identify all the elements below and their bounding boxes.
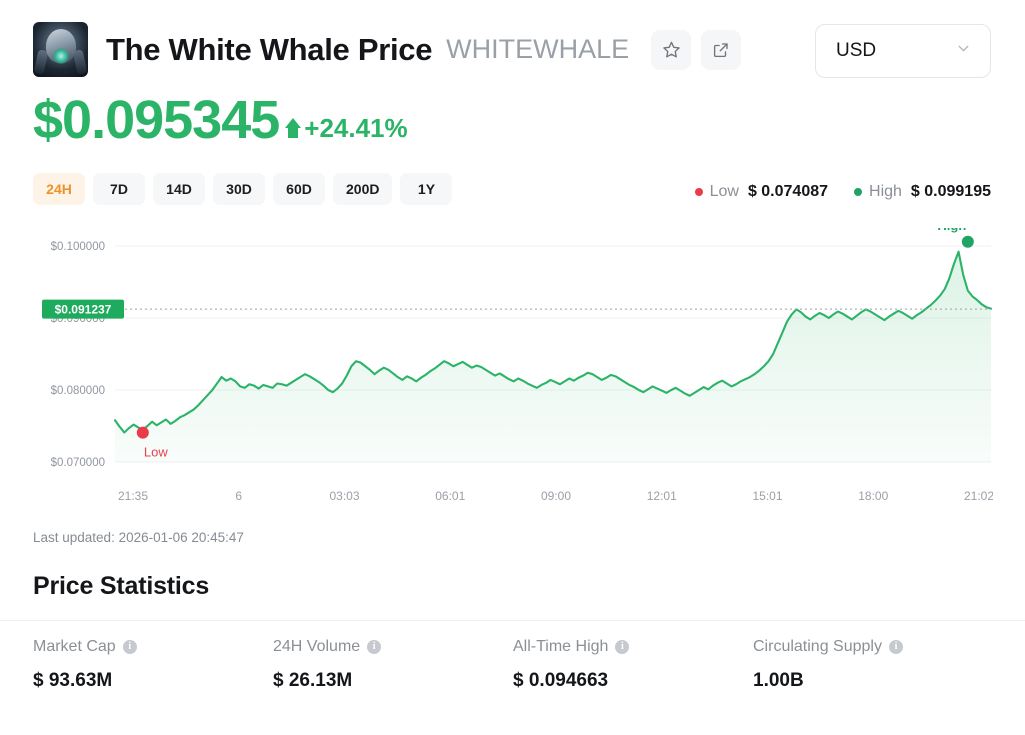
tab-14d[interactable]: 14D	[153, 173, 205, 205]
x-axis-tick: 18:00	[858, 489, 888, 503]
tab-30d[interactable]: 30D	[213, 173, 265, 205]
price-chart[interactable]: $0.100000$0.090000$0.080000$0.070000 币圈子…	[33, 228, 993, 520]
high-marker-label: High	[937, 228, 966, 233]
stat-value: $ 26.13M	[273, 670, 353, 691]
stat-24h-volume: 24H Volume i $ 26.13M	[273, 638, 513, 692]
tab-60d[interactable]: 60D	[273, 173, 325, 205]
y-axis-tick: $0.100000	[51, 241, 105, 253]
price-statistics-grid: Market Cap i $ 93.63M 24H Volume i $ 26.…	[33, 638, 993, 692]
currency-selector[interactable]: USD	[815, 24, 991, 78]
price-chart-svg[interactable]: $0.100000$0.090000$0.080000$0.070000 币圈子…	[33, 228, 993, 520]
stat-all-time-high: All-Time High i $ 0.094663	[513, 638, 753, 692]
current-price: $0.095345	[33, 90, 280, 150]
chart-line	[113, 250, 993, 434]
stat-label: Market Cap i	[33, 638, 273, 656]
price-block: $0.095345 +24.41%	[33, 93, 408, 147]
tab-1y[interactable]: 1Y	[400, 173, 453, 205]
chevron-down-icon	[955, 40, 972, 62]
stat-value: $ 0.094663	[513, 670, 609, 691]
low-marker: Low	[136, 426, 168, 460]
logo-glow	[52, 48, 69, 65]
y-axis-tick: $0.070000	[51, 457, 105, 469]
legend-low-value: $ 0.074087	[747, 183, 829, 200]
arrow-up-icon	[285, 118, 302, 138]
last-updated: Last updated: 2026-01-06 20:45:47	[33, 530, 244, 545]
legend-high: High $ 0.099195	[854, 183, 991, 201]
currency-value: USD	[836, 40, 877, 61]
low-high-legend: Low $ 0.074087 High $ 0.099195	[694, 183, 991, 201]
x-axis-tick: 06:01	[435, 489, 465, 503]
legend-low: Low $ 0.074087	[694, 183, 829, 201]
info-icon[interactable]: i	[888, 640, 903, 654]
high-marker: High	[937, 228, 974, 248]
price-change: +24.41%	[285, 112, 408, 144]
stat-label: Circulating Supply i	[753, 638, 993, 656]
x-axis-tick: 21:02	[964, 489, 993, 503]
stat-label-text: All-Time High	[513, 638, 609, 655]
price-change-value: +24.41%	[304, 112, 408, 143]
coin-symbol: WHITEWHALE	[446, 34, 630, 64]
x-axis-tick: 03:03	[329, 489, 359, 503]
stat-value: 1.00B	[753, 670, 804, 691]
external-link-button[interactable]	[701, 29, 742, 70]
coin-header: The White Whale Price WHITEWHALE	[33, 22, 993, 77]
stat-label-text: Circulating Supply	[753, 638, 882, 655]
stat-label-text: 24H Volume	[273, 638, 361, 655]
chart-area-fill	[115, 251, 991, 462]
stat-value: $ 93.63M	[33, 670, 113, 691]
header-actions	[651, 29, 742, 70]
favorite-button[interactable]	[651, 29, 692, 70]
chart-y-axis-labels: $0.100000$0.090000$0.080000$0.070000	[51, 241, 105, 469]
current-price-badge: $0.091237	[42, 299, 124, 319]
tab-24h[interactable]: 24H	[33, 173, 85, 205]
high-dot-icon	[854, 188, 863, 196]
coin-logo	[33, 22, 88, 77]
stat-label-text: Market Cap	[33, 638, 116, 655]
chart-x-axis-labels: 21:35 6 03:03 06:01 09:00 12:01 15:01 18:00 21:0…	[118, 489, 993, 503]
stats-title: Price Statistics	[33, 572, 210, 600]
low-marker-label: Low	[144, 445, 168, 460]
tab-7d[interactable]: 7D	[93, 173, 145, 205]
stat-circulating-supply: Circulating Supply i 1.00B	[753, 638, 993, 692]
star-icon	[662, 40, 681, 59]
external-link-icon	[712, 41, 730, 59]
legend-low-label: Low	[709, 183, 739, 200]
current-price-badge-label: $0.091237	[55, 302, 112, 316]
info-icon[interactable]: i	[367, 640, 382, 654]
legend-high-label: High	[869, 183, 902, 200]
x-axis-tick: 6	[235, 489, 242, 503]
stat-label: 24H Volume i	[273, 638, 513, 656]
x-axis-tick: 09:00	[541, 489, 571, 503]
stat-market-cap: Market Cap i $ 93.63M	[33, 638, 273, 692]
low-dot-icon	[694, 188, 703, 196]
tab-200d[interactable]: 200D	[333, 173, 393, 205]
x-axis-tick: 21:35	[118, 489, 148, 503]
x-axis-tick: 15:01	[752, 489, 782, 503]
legend-high-value: $ 0.099195	[910, 183, 991, 200]
section-divider	[0, 620, 1025, 621]
x-axis-tick: 12:01	[647, 489, 677, 503]
page-title: The White Whale Price	[106, 31, 433, 67]
info-icon[interactable]: i	[122, 640, 137, 654]
range-tabs: 24H 7D 14D 30D 60D 200D 1Y	[33, 173, 453, 205]
y-axis-tick: $0.080000	[51, 385, 105, 397]
stat-label: All-Time High i	[513, 638, 753, 656]
info-icon[interactable]: i	[615, 640, 630, 654]
